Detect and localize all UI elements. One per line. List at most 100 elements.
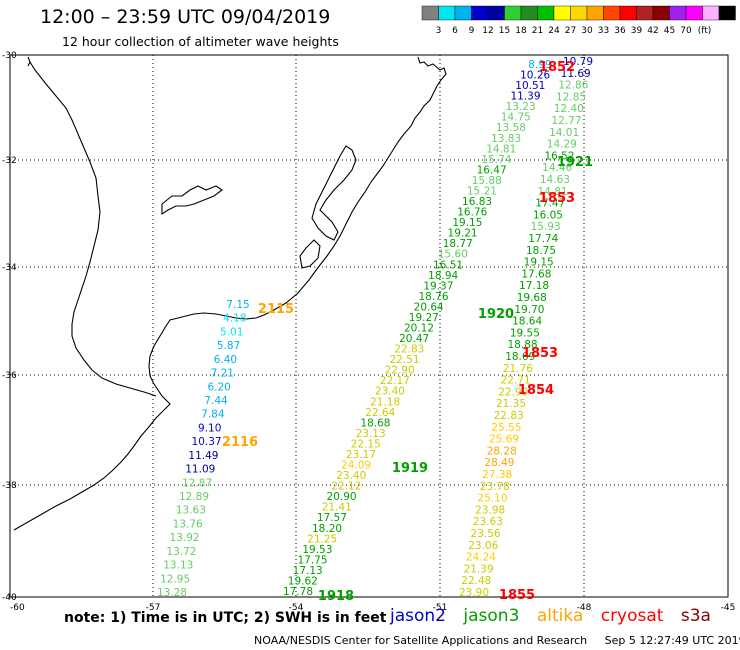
wave-height-label: 23.56 xyxy=(471,528,501,540)
wave-height-label: 15.21 xyxy=(467,185,497,197)
altimeter-tracks: 7.15 4.185.01 5.87 6.40 7.216.20 7.44 7.849.10… xyxy=(157,56,593,599)
legend-s3a: s3a xyxy=(680,606,711,626)
color-tick-label: 27 xyxy=(565,26,576,36)
wave-height-label: 16.52 xyxy=(544,150,574,162)
wave-height-label: 18.69 xyxy=(505,351,535,363)
wave-height-label: 11.39 xyxy=(510,91,540,103)
wave-height-label: 22.12 xyxy=(331,481,361,493)
wave-height-label: 25.69 xyxy=(489,434,519,446)
wave-height-label: 10.79 xyxy=(563,56,593,68)
wave-height-label: 18.94 xyxy=(428,270,458,282)
wave-height-label: 5.87 xyxy=(217,340,240,352)
wave-height-label: 18.75 xyxy=(526,245,556,257)
pass-time-label: 1853 xyxy=(522,346,558,361)
pass-time-label: 1854 xyxy=(518,383,554,398)
wave-height-label: 16.76 xyxy=(457,207,487,219)
latitude-tick: -38 xyxy=(2,481,17,491)
wave-height-label: 18.77 xyxy=(443,238,473,250)
color-swatch xyxy=(520,5,538,21)
pass-time-label: 2116 xyxy=(222,435,258,450)
wave-height-label: 19.70 xyxy=(514,304,544,316)
wave-height-label: 19.62 xyxy=(288,575,318,587)
map-frame xyxy=(9,54,729,598)
wave-height-label: 14.75 xyxy=(501,112,531,124)
coastline xyxy=(13,56,447,531)
wave-height-label: 6.40 xyxy=(214,354,237,366)
wave-height-label: 14.63 xyxy=(540,174,570,186)
wave-height-label: 14.01 xyxy=(549,127,579,139)
wave-height-label: 17.47 xyxy=(535,198,565,210)
wave-height-label: 17.75 xyxy=(297,554,327,566)
wave-height-label: 20.12 xyxy=(404,323,434,335)
wave-height-label: 24.24 xyxy=(466,552,496,564)
wave-height-label: 7.84 xyxy=(201,409,225,421)
wave-height-label: 21.35 xyxy=(496,398,526,410)
wave-height-label: 17.78 xyxy=(283,586,313,598)
latitude-tick: -36 xyxy=(2,371,17,381)
wave-height-label: 21.18 xyxy=(370,396,400,408)
wave-height-label: 15.88 xyxy=(472,175,502,187)
wave-height-label: 16.05 xyxy=(533,209,563,221)
longitude-tick: -45 xyxy=(721,603,736,613)
longitude-tick: -48 xyxy=(577,603,592,613)
wave-height-label: 28.49 xyxy=(484,457,514,469)
color-swatch xyxy=(487,5,505,21)
color-swatch xyxy=(669,5,687,21)
wave-height-label: 24.09 xyxy=(341,460,371,472)
wave-height-label: 22.51 xyxy=(389,354,419,366)
wave-height-label: 19.68 xyxy=(517,292,547,304)
wave-height-label: 19.15 xyxy=(524,257,554,269)
wave-height-label: 17.57 xyxy=(317,512,347,524)
wave-height-label: 28.28 xyxy=(487,445,517,457)
wave-height-label: 22.71 xyxy=(501,375,531,387)
wave-height-label: 18.64 xyxy=(512,316,542,328)
wave-height-label: 27.38 xyxy=(482,469,512,481)
wave-height-label: 20.47 xyxy=(399,333,429,345)
wave-height-label: 15.74 xyxy=(481,154,511,166)
wave-height-label: 19.55 xyxy=(510,327,540,339)
legend-altika: altika xyxy=(536,606,584,626)
wave-height-label: 19.37 xyxy=(423,280,453,292)
wave-height-label: 17.13 xyxy=(293,565,323,577)
wave-height-label: 16.51 xyxy=(433,259,463,271)
color-swatch xyxy=(586,5,604,21)
wave-height-label: 13.63 xyxy=(176,505,206,517)
wave-height-label: 18.68 xyxy=(360,417,390,429)
wave-height-label: 12.85 xyxy=(556,91,586,103)
longitude-tick: -60 xyxy=(10,603,25,613)
page-subtitle: 12 hour collection of altimeter wave hei… xyxy=(62,34,339,49)
wave-height-label: 23.98 xyxy=(475,504,505,516)
wave-height-label: 23.90 xyxy=(459,587,489,599)
wave-height-label: 6.20 xyxy=(207,381,230,393)
wave-height-label: 22.83 xyxy=(394,344,424,356)
wave-height-label: 18.88 xyxy=(508,339,538,351)
color-swatch xyxy=(652,5,670,21)
lagoa-dos-patos xyxy=(299,145,357,269)
satellite-legend: jason2 jason3 altika cryosat s3a xyxy=(390,606,723,626)
wave-height-label: 12.95 xyxy=(160,573,190,585)
latitude-tick: -32 xyxy=(2,156,17,166)
wave-height-label: 23.13 xyxy=(356,428,386,440)
color-scale-bar xyxy=(421,5,736,21)
longitude-labels: -60 -57 -54 -51 -48 -45 xyxy=(10,603,735,613)
color-swatch xyxy=(636,5,654,21)
color-swatch xyxy=(718,5,736,21)
color-tick-label: 18 xyxy=(515,26,527,36)
wave-height-label: 7.15 xyxy=(226,299,249,311)
wave-height-label: 23.17 xyxy=(346,449,376,461)
color-tick-label: 33 xyxy=(598,26,609,36)
longitude-tick: -51 xyxy=(433,603,448,613)
color-tick-label: 3 xyxy=(436,26,442,36)
wave-height-label: 10.37 xyxy=(192,436,222,448)
pass-time-label: 1920 xyxy=(478,307,514,322)
wave-height-label: 13.13 xyxy=(163,560,193,572)
lat-lon-gridlines xyxy=(10,55,728,597)
wave-height-label: 23.40 xyxy=(336,470,366,482)
wave-height-label: 23.06 xyxy=(468,540,498,552)
color-scale-ticks: 3 6 9 12 15 18 21 24 27 30 33 36 39 42 45 70 (ft) xyxy=(436,26,712,36)
wave-height-label: 17.68 xyxy=(521,268,551,280)
wave-height-label: 21.76 xyxy=(503,363,533,375)
color-swatch xyxy=(504,5,522,21)
wave-height-label: 23.63 xyxy=(473,516,503,528)
